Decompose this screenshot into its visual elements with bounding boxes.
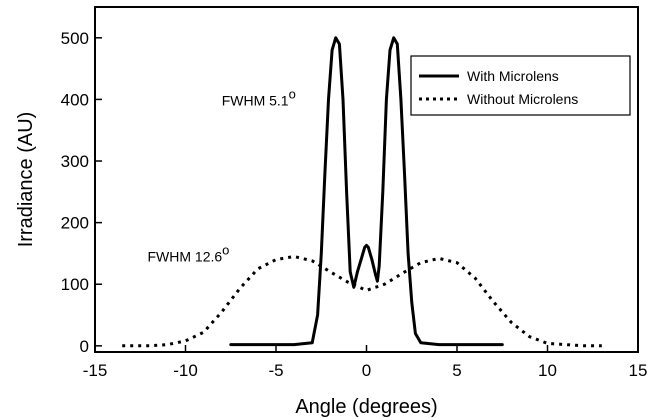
y-tick-label: 200 (61, 214, 89, 233)
x-tick-label: 0 (362, 361, 371, 380)
x-tick-label: 15 (629, 361, 648, 380)
annotation-fwhm-without: FWHM 12.6o (147, 242, 229, 264)
annotations: FWHM 5.1o FWHM 12.6o (147, 87, 295, 265)
series-line-without-microlens (122, 255, 602, 348)
annotation-fwhm-with-degree: o (289, 87, 296, 102)
annotation-fwhm-without-degree: o (222, 242, 229, 257)
y-axis-title: Irradiance (AU) (15, 112, 37, 248)
annotation-fwhm-with-text: FWHM 5.1 (222, 93, 289, 109)
y-tick-label: 400 (61, 90, 89, 109)
x-tick-label: 5 (452, 361, 461, 380)
y-tick-label: 100 (61, 275, 89, 294)
y-tick-label: 500 (61, 29, 89, 48)
legend-box (410, 55, 631, 116)
series-layer (122, 36, 602, 348)
legend-label-without-microlens: Without Microlens (467, 91, 578, 107)
annotation-fwhm-with: FWHM 5.1o (222, 87, 296, 109)
annotation-fwhm-without-text: FWHM 12.6 (147, 248, 222, 264)
x-tick-label: -5 (268, 361, 283, 380)
legend: With Microlens Without Microlens (410, 55, 631, 116)
plot-frame (94, 6, 639, 353)
y-tick-label: 0 (80, 337, 89, 356)
legend-label-with-microlens: With Microlens (467, 68, 559, 84)
series-line-with-microlens (229, 36, 504, 347)
y-tick-label: 300 (61, 152, 89, 171)
x-axis-title: Angle (degrees) (295, 396, 437, 418)
ticks-layer: -15 -10 -5 0 5 10 15 0 100 200 300 400 500 (61, 29, 648, 380)
x-tick-label: -15 (83, 361, 108, 380)
x-tick-label: 10 (538, 361, 557, 380)
x-tick-label: -10 (173, 361, 198, 380)
